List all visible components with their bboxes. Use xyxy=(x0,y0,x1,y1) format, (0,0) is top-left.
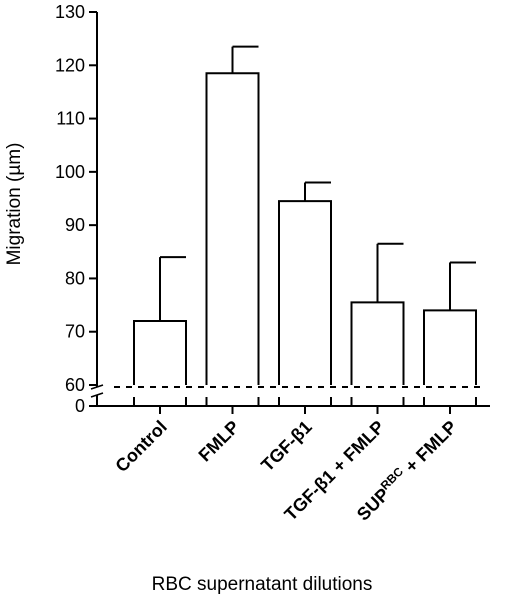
bar xyxy=(133,320,187,385)
bars xyxy=(133,45,477,414)
axes xyxy=(90,12,490,407)
bar xyxy=(423,309,477,385)
y-tick-label: 80 xyxy=(65,268,85,288)
y-tick-label: 100 xyxy=(55,162,85,182)
x-axis-title: RBC supernatant dilutions xyxy=(152,574,373,595)
y-tick-label: 130 xyxy=(55,2,85,22)
axis-break-mark xyxy=(90,384,104,390)
y-tick-label: 90 xyxy=(65,215,85,235)
category-label: FMLP xyxy=(195,417,244,466)
category-label: Control xyxy=(111,417,170,476)
y-ticks: 060 70 80 90 100 110 120 130 xyxy=(55,2,97,416)
y-axis-title: Migration (µm) xyxy=(4,143,25,266)
bar xyxy=(278,200,332,385)
bar xyxy=(350,301,405,385)
bar xyxy=(205,72,260,385)
y-tick-label: 60 xyxy=(65,375,85,395)
y-tick-label: 110 xyxy=(56,109,85,129)
y-tick-label: 70 xyxy=(65,322,85,342)
category-label: TGF-β1 xyxy=(257,417,316,476)
y-tick-label: 0 xyxy=(75,396,85,416)
axis-break-mark xyxy=(90,392,104,398)
y-tick-label: 120 xyxy=(55,55,85,75)
